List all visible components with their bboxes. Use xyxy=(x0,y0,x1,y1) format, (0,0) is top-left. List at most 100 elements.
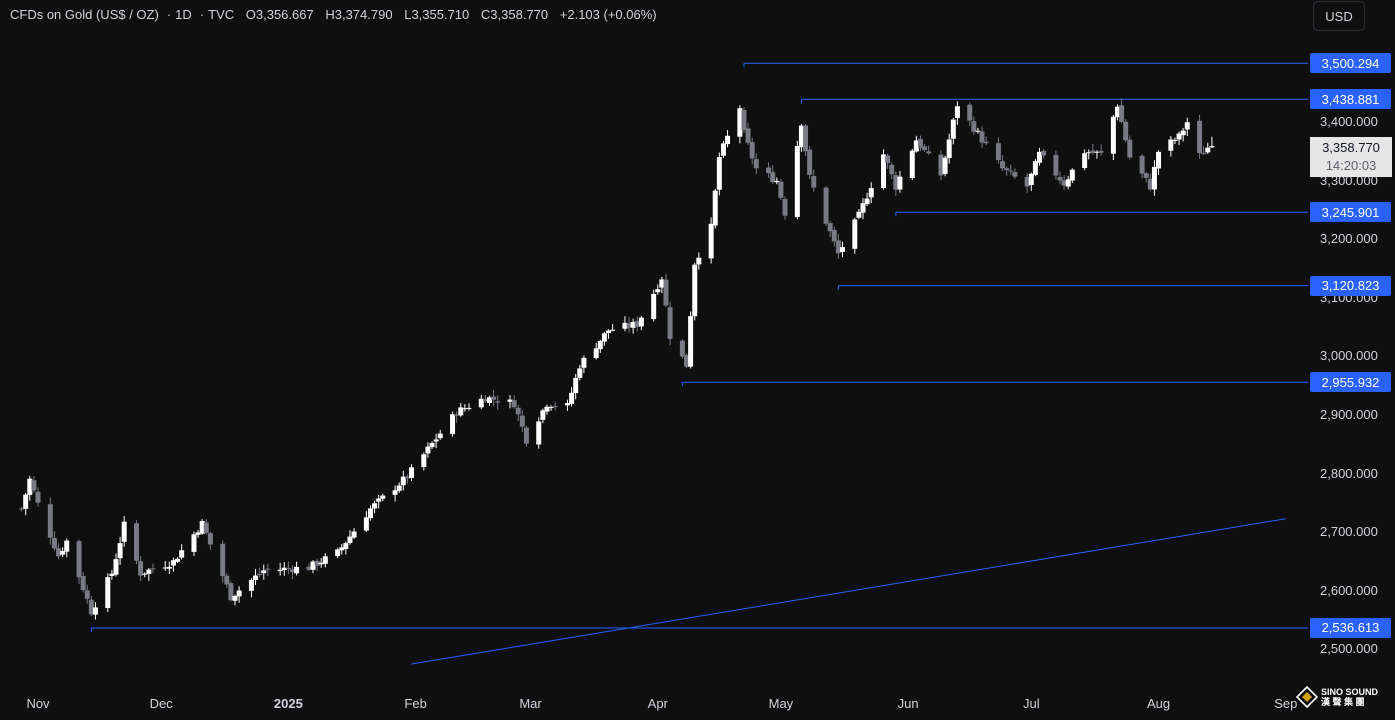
symbol-name[interactable]: CFDs on Gold (US$ / OZ) xyxy=(10,7,159,22)
candle xyxy=(893,171,899,197)
candle xyxy=(622,316,628,332)
candle xyxy=(109,569,115,580)
candle xyxy=(392,485,398,502)
candle xyxy=(552,402,558,411)
candle xyxy=(741,106,747,134)
candle xyxy=(979,126,985,148)
level-tag: 3,120.823 xyxy=(1310,275,1391,296)
candle xyxy=(105,573,111,613)
candle xyxy=(495,395,501,410)
candle xyxy=(720,140,726,158)
time-axis-tick: Feb xyxy=(404,696,427,711)
candle xyxy=(207,531,213,551)
candle xyxy=(199,518,205,535)
ohlc-open: O3,356.667 xyxy=(245,7,314,22)
candle xyxy=(1209,136,1215,148)
time-axis-tick: Sep xyxy=(1274,696,1298,711)
price-axis-tick: 2,800.000 xyxy=(1320,465,1378,481)
candle xyxy=(60,547,66,558)
candle xyxy=(1012,168,1018,179)
candle xyxy=(372,500,378,514)
candle xyxy=(433,433,439,449)
candle xyxy=(946,133,952,164)
candle xyxy=(76,539,82,584)
candle xyxy=(864,192,870,207)
time-axis-tick: Aug xyxy=(1146,696,1171,711)
candle xyxy=(318,557,324,568)
candle xyxy=(967,102,973,127)
level-tag: 3,500.294 xyxy=(1310,53,1391,74)
candle xyxy=(47,497,53,545)
candle xyxy=(1061,175,1067,191)
candle xyxy=(581,355,587,374)
candle xyxy=(852,217,858,254)
candle xyxy=(839,241,845,258)
trendline[interactable] xyxy=(411,518,1286,665)
currency-button[interactable]: USD xyxy=(1313,1,1365,31)
candle xyxy=(294,561,300,576)
candle xyxy=(363,511,369,533)
candle xyxy=(1036,147,1042,166)
candle xyxy=(1123,119,1129,143)
candle xyxy=(942,155,948,177)
price-change: +2.103 (+0.06%) xyxy=(559,7,657,22)
candle xyxy=(601,331,607,346)
candle xyxy=(421,452,427,471)
candle xyxy=(926,145,932,155)
candle xyxy=(450,411,456,437)
candle xyxy=(1172,137,1178,145)
candle xyxy=(667,301,673,346)
candle xyxy=(778,179,784,201)
candle xyxy=(265,563,271,576)
candle xyxy=(380,493,386,502)
candle xyxy=(84,584,90,604)
candle xyxy=(597,339,603,353)
candle xyxy=(310,560,316,574)
candle xyxy=(277,562,283,576)
candle xyxy=(548,405,554,411)
time-axis-tick: Apr xyxy=(647,696,668,711)
candle xyxy=(1176,131,1182,146)
time-axis-tick: 2025 xyxy=(273,696,303,711)
candle xyxy=(478,394,484,410)
candle xyxy=(1082,149,1088,171)
time-axis-tick: Nov xyxy=(26,696,50,711)
candle xyxy=(823,186,829,226)
candle xyxy=(782,196,788,220)
interval-label[interactable]: 1D xyxy=(175,7,192,22)
candle xyxy=(220,540,226,583)
candle xyxy=(285,561,291,575)
candle xyxy=(803,123,809,156)
candle xyxy=(491,389,497,406)
bar-countdown: 14:20:03 xyxy=(1325,158,1377,173)
sino-sound-logo-icon xyxy=(1296,686,1318,708)
candle xyxy=(1119,98,1125,124)
candle xyxy=(429,441,435,450)
candle xyxy=(679,339,685,359)
candle xyxy=(971,116,977,135)
time-axis-tick: Jun xyxy=(897,696,919,711)
candle xyxy=(138,555,144,582)
candle xyxy=(1041,149,1047,159)
candle xyxy=(142,572,148,578)
price-axis-tick: 2,900.000 xyxy=(1320,407,1378,422)
candle xyxy=(23,492,29,516)
candle xyxy=(564,399,570,411)
candle xyxy=(261,564,267,580)
candle xyxy=(626,316,632,333)
candle xyxy=(536,417,542,449)
candle xyxy=(856,209,862,220)
level-tag: 3,245.901 xyxy=(1310,202,1391,223)
candle xyxy=(228,581,234,602)
candle xyxy=(335,547,341,559)
candle xyxy=(314,558,320,572)
candle xyxy=(1024,173,1030,194)
price-axis-tick: 2,500.000 xyxy=(1320,641,1378,657)
separator: · xyxy=(199,7,205,22)
candle xyxy=(404,474,410,484)
candle xyxy=(630,318,636,334)
candle xyxy=(897,170,903,193)
candle xyxy=(753,153,759,174)
candle xyxy=(511,395,517,409)
